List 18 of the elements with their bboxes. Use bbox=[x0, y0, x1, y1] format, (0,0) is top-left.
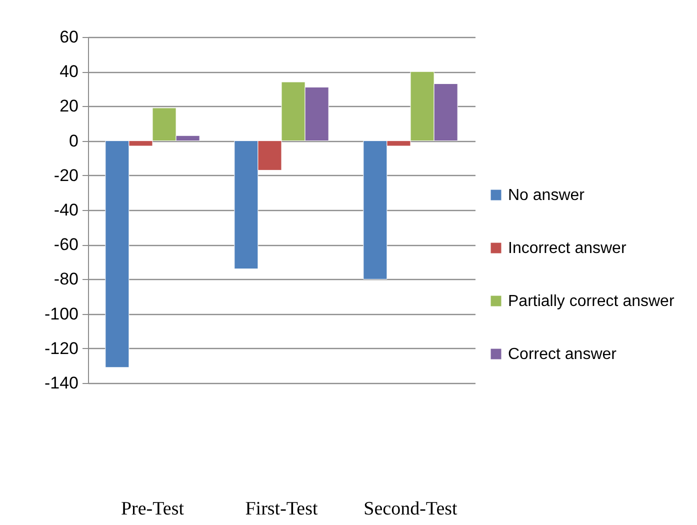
y-tick-label: 20 bbox=[60, 96, 78, 116]
legend-label: No answer bbox=[508, 187, 586, 204]
x-tick-label: Pre-Test bbox=[120, 498, 185, 520]
y-tick-label: -100 bbox=[44, 304, 78, 324]
y-tick-label: -40 bbox=[54, 200, 78, 220]
y-tick-label: -120 bbox=[44, 338, 78, 358]
y-tick-label: 60 bbox=[60, 28, 78, 46]
x-tick-label: First-Test bbox=[245, 498, 318, 520]
y-tick-label: 0 bbox=[69, 131, 78, 150]
legend-label: Incorrect answer bbox=[508, 240, 627, 257]
legend-label: Partially correct answer bbox=[508, 293, 675, 310]
y-tick-label: -80 bbox=[54, 270, 78, 289]
legend-label: Correct answer bbox=[508, 346, 618, 363]
y-tick-label: -20 bbox=[54, 166, 78, 185]
y-tick-label: -60 bbox=[54, 235, 78, 254]
y-tick-label: 40 bbox=[60, 62, 78, 82]
x-tick-label: Second-Test bbox=[364, 498, 458, 520]
y-tick-label: -140 bbox=[44, 374, 78, 392]
